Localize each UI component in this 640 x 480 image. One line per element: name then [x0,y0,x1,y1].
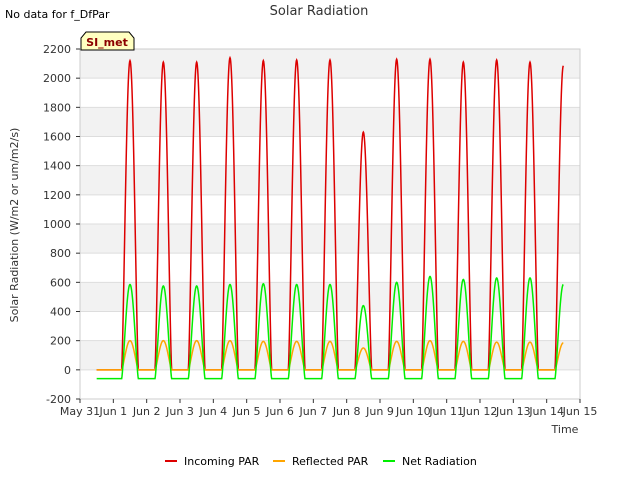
no-data-message: No data for f_DfPar [5,8,110,21]
x-tick-label: Jun 15 [562,405,598,418]
band [80,165,580,195]
y-tick-label: 1400 [43,160,71,173]
band [80,253,580,283]
y-tick-label: 200 [50,335,71,348]
x-tick-label: May 31 [60,405,100,418]
background-bands [80,48,580,400]
band [80,78,580,108]
legend-label: Incoming PAR [184,455,260,468]
y-tick-label: 1000 [43,218,71,231]
site-label-background [80,31,135,51]
y-axis-label: Solar Radiation (W/m2 or um/m2/s) [8,128,21,323]
band [80,311,580,341]
y-tick-label: 1600 [43,131,71,144]
x-tick-label: Jun 9 [365,405,394,418]
x-tick-label: Jun 1 [98,405,127,418]
band [80,340,580,370]
x-tick-label: Jun 6 [265,405,294,418]
x-tick-label: Jun 5 [232,405,261,418]
y-tick-label: 2000 [43,72,71,85]
band [80,107,580,137]
x-tick-label: Jun 7 [298,405,327,418]
x-tick-label: Jun 4 [198,405,227,418]
y-tick-label: 800 [50,247,71,260]
site-label-box: SI_met [80,31,135,51]
y-tick-label: 400 [50,306,71,319]
legend: Incoming PAR Reflected PAR Net Radiation [165,455,477,468]
y-tick-label: 600 [50,276,71,289]
x-tick-label: Jun 3 [165,405,194,418]
x-tick-label: Jun 2 [132,405,161,418]
y-axis: -200 0 200 400 600 800 1000 1200 1400 1600 1800 200… [43,43,80,406]
x-axis: May 31 Jun 1 Jun 2 Jun 3 Jun 4 Jun 5 Jun 6 Jun … [60,399,597,418]
series-layer [96,55,565,380]
site-label: SI_met [86,36,128,49]
x-tick-label: Jun 14 [528,405,564,418]
chart-title: Solar Radiation [270,4,369,19]
band [80,194,580,224]
y-tick-label: 1200 [43,189,71,202]
y-tick-label: 0 [64,364,71,377]
series-line-reflected-par [96,339,564,371]
legend-label: Net Radiation [402,455,477,468]
band [80,369,580,399]
series-line-net-radiation [96,275,564,380]
x-axis-label: Time [551,423,579,436]
y-tick-label: 2200 [43,43,71,56]
band [80,136,580,166]
x-tick-label: Jun 10 [395,405,431,418]
x-tick-label: Jun 12 [462,405,498,418]
band [80,282,580,312]
y-tick-label: -200 [46,393,71,406]
x-tick-label: Jun 11 [428,405,464,418]
legend-label: Reflected PAR [292,455,369,468]
y-tick-label: 1800 [43,101,71,114]
x-tick-label: Jun 8 [332,405,361,418]
band [80,224,580,254]
x-tick-label: Jun 13 [495,405,531,418]
